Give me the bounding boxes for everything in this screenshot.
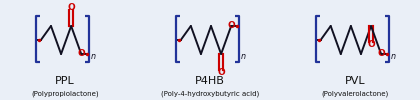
- Text: P4HB: P4HB: [195, 76, 225, 86]
- Text: PPL: PPL: [55, 76, 75, 86]
- Text: O: O: [367, 40, 375, 49]
- Text: (Polypropiolactone): (Polypropiolactone): [31, 91, 99, 97]
- Text: O: O: [377, 50, 385, 58]
- Text: O: O: [77, 50, 85, 58]
- Text: n: n: [391, 52, 396, 61]
- Text: n: n: [91, 52, 96, 61]
- Text: (Poly-4-hydroxybutyric acid): (Poly-4-hydroxybutyric acid): [161, 91, 259, 97]
- Text: PVL: PVL: [344, 76, 365, 86]
- Text: O: O: [227, 22, 235, 30]
- Text: O: O: [217, 68, 225, 77]
- Text: (Polyvalerolactone): (Polyvalerolactone): [321, 91, 388, 97]
- Text: n: n: [241, 52, 246, 61]
- Text: O: O: [67, 3, 75, 12]
